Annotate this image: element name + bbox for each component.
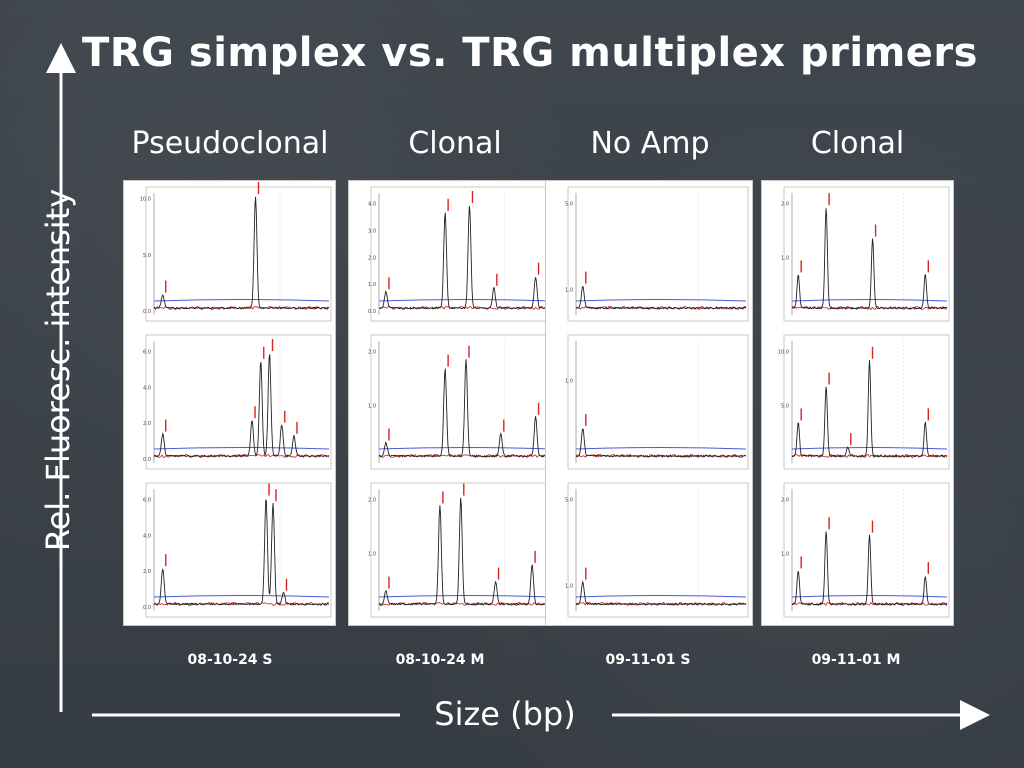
electropherogram-panel-3: 6.0 4.0 2.0 0.0 (143, 482, 332, 618)
panel-column-2: 4.0 3.0 2.0 1.0 0.0 2.0 1.0 2.0 1.0 (348, 180, 560, 626)
baseline-line (791, 299, 948, 302)
electropherogram-panel-4: 4.0 3.0 2.0 1.0 0.0 (368, 186, 556, 322)
y-tick-label-2: 2.0 (368, 255, 376, 261)
y-tick-label-1: 4.0 (143, 385, 151, 391)
panel-svg-4: 2.0 1.0 10.0 5.0 2.0 1.0 (778, 186, 950, 618)
y-tick-label-3: 1.0 (368, 282, 376, 288)
panel-svg-3: 5.0 1.0 1.0 5.0 1.0 (565, 186, 749, 618)
plot-frame (370, 482, 556, 618)
y-tick-label-3: 0.0 (143, 605, 151, 611)
signal-trace (575, 580, 747, 606)
electropherogram-panel-1: 10.0 5.0 0.0 (140, 182, 332, 322)
y-tick-label-1: 3.0 (368, 229, 376, 235)
baseline-line (153, 447, 330, 450)
plot-frame (145, 186, 332, 322)
y-tick-label-1: 5.0 (781, 403, 789, 409)
y-tick-label-0: 1.0 (565, 378, 573, 384)
signal-trace (792, 531, 948, 606)
y-tick-label-0: 5.0 (565, 498, 573, 504)
signal-trace (792, 360, 948, 458)
y-tick-label-0: 2.0 (781, 498, 789, 504)
electropherogram-panel-5: 2.0 1.0 (368, 334, 556, 470)
panel-svg-1: 10.0 5.0 0.0 6.0 4.0 2.0 0.0 6.0 4.0 2.0 0.0 (140, 182, 332, 618)
y-tick-label-0: 6.0 (143, 498, 151, 504)
baseline-line (575, 299, 747, 302)
noise-trace (791, 305, 948, 311)
signal-trace (153, 196, 329, 310)
plot-frame (567, 482, 749, 618)
y-tick-label-0: 6.0 (143, 350, 151, 356)
signal-trace (153, 499, 330, 606)
signal-trace (378, 359, 554, 458)
sample-label-2: 08-10-24 M (395, 652, 485, 668)
signal-trace (378, 497, 554, 606)
signal-trace (791, 208, 948, 310)
baseline-line (791, 595, 948, 598)
y-tick-label-1: 1.0 (368, 551, 376, 557)
y-tick-label-0: 10.0 (140, 197, 151, 203)
y-tick-label-1: 1.0 (565, 584, 573, 590)
electropherogram-panel-8: 1.0 (565, 334, 749, 470)
y-tick-label-0: 2.0 (368, 498, 376, 504)
y-tick-label-2: 0.0 (143, 309, 151, 315)
signal-trace (575, 286, 747, 310)
panel-svg-2: 4.0 3.0 2.0 1.0 0.0 2.0 1.0 2.0 1.0 (368, 186, 556, 618)
y-tick-label-1: 1.0 (368, 403, 376, 409)
sample-label-4: 09-11-01 M (811, 652, 901, 668)
baseline-line (378, 595, 554, 598)
electropherogram-panel-7: 5.0 1.0 (565, 186, 749, 322)
y-tick-label-4: 0.0 (368, 309, 376, 315)
baseline-line (791, 447, 948, 450)
column-label-3: No Amp (590, 126, 710, 161)
y-tick-label-0: 5.0 (565, 202, 573, 208)
signal-trace (378, 205, 554, 310)
electropherogram-panel-9: 5.0 1.0 (565, 482, 749, 618)
baseline-line (575, 595, 747, 598)
y-tick-label-1: 1.0 (781, 255, 789, 261)
signal-trace (153, 354, 330, 458)
plot-frame (567, 186, 749, 322)
y-tick-label-1: 1.0 (565, 288, 573, 294)
signal-trace (575, 428, 747, 458)
y-tick-label-1: 4.0 (143, 533, 151, 539)
panel-column-4: 2.0 1.0 10.0 5.0 2.0 1.0 (761, 180, 954, 626)
column-label-4: Clonal (810, 126, 905, 161)
y-tick-label-2: 2.0 (143, 421, 151, 427)
y-tick-label-1: 1.0 (781, 551, 789, 557)
y-axis-title: Rel. Fluoresc. intensity (39, 188, 77, 552)
x-axis-title: Size (bp) (434, 695, 576, 733)
electropherogram-panel-12: 2.0 1.0 (781, 482, 950, 618)
slide-title: TRG simplex vs. TRG multiplex primers (82, 30, 978, 76)
baseline-line (378, 447, 554, 450)
y-tick-label-1: 5.0 (143, 253, 151, 259)
sample-label-1: 08-10-24 S (187, 652, 273, 668)
electropherogram-panel-11: 10.0 5.0 (778, 334, 950, 470)
electropherogram-panel-2: 6.0 4.0 2.0 0.0 (143, 334, 332, 470)
column-label-2: Clonal (408, 126, 502, 161)
y-tick-label-0: 4.0 (368, 202, 376, 208)
plot-frame (145, 334, 332, 470)
electropherogram-panel-6: 2.0 1.0 (368, 482, 556, 618)
panel-column-3: 5.0 1.0 1.0 5.0 1.0 (545, 180, 753, 626)
y-tick-label-0: 2.0 (781, 202, 789, 208)
y-tick-label-0: 2.0 (368, 350, 376, 356)
y-tick-label-3: 0.0 (143, 457, 151, 463)
electropherogram-panel-10: 2.0 1.0 (781, 186, 950, 322)
y-tick-label-2: 2.0 (143, 569, 151, 575)
column-label-1: Pseudoclonal (131, 126, 329, 161)
panel-column-1: 10.0 5.0 0.0 6.0 4.0 2.0 0.0 6.0 4.0 2.0 0.0 (123, 180, 336, 626)
baseline-line (153, 595, 330, 598)
plot-frame (145, 482, 332, 618)
baseline-line (575, 447, 747, 450)
plot-frame (783, 186, 950, 322)
plot-frame (567, 334, 749, 470)
baseline-line (153, 299, 330, 302)
plot-frame (783, 482, 950, 618)
y-tick-label-0: 10.0 (778, 350, 789, 356)
sample-label-3: 09-11-01 S (605, 652, 691, 668)
